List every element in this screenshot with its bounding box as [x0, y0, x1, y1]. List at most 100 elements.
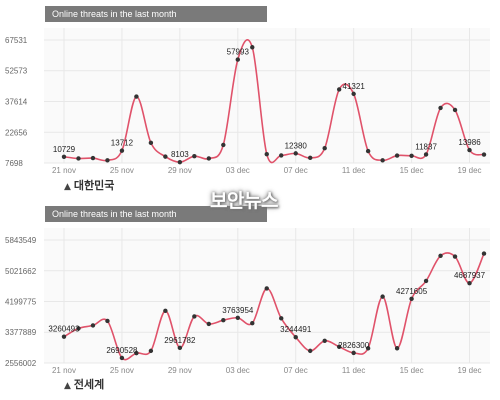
- chart-title-bar: Online threats in the last month: [45, 206, 267, 222]
- data-label: 10729: [53, 145, 76, 154]
- data-point: [481, 251, 487, 256]
- data-point: [308, 155, 313, 161]
- x-tick-label: 29 nov: [168, 166, 192, 175]
- data-point: [177, 345, 183, 351]
- x-tick-label: 21 nov: [52, 366, 76, 375]
- region-label-world: ▲ 전세계: [64, 376, 104, 392]
- data-point: [119, 355, 125, 361]
- chart-title-bar: Online threats in the last month: [45, 6, 267, 22]
- data-label: 12380: [285, 141, 308, 150]
- data-point: [351, 91, 356, 97]
- data-point: [134, 94, 139, 99]
- data-point: [409, 296, 414, 302]
- data-label: 2690528: [106, 346, 138, 355]
- data-point: [76, 156, 81, 161]
- x-tick-label: 19 dec: [458, 166, 482, 175]
- data-point: [250, 45, 255, 50]
- data-point: [365, 148, 371, 154]
- x-tick-label: 11 dec: [342, 366, 365, 375]
- data-point: [61, 154, 67, 159]
- data-label: 13986: [458, 138, 481, 147]
- data-point: [105, 158, 110, 163]
- plot-area: [44, 28, 490, 163]
- data-point: [308, 348, 313, 354]
- data-label: 3763954: [222, 306, 254, 315]
- data-point: [423, 278, 429, 284]
- threat-chart-panel-korea: 7698 22656 37614 52573 67531 21 nov 25 nov 29 n…: [5, 6, 490, 193]
- data-label: 3244491: [280, 325, 312, 334]
- y-tick-label: 67531: [5, 36, 28, 45]
- region-label-korea: ▲ 대한민국: [64, 177, 114, 193]
- data-point: [467, 147, 472, 153]
- y-tick-label: 5843549: [5, 236, 37, 245]
- data-point: [409, 153, 414, 159]
- y-tick-label: 37614: [5, 98, 28, 107]
- y-tick-label: 22656: [5, 128, 28, 137]
- data-label: 2826300: [338, 341, 370, 350]
- x-tick-label: 07 dec: [284, 366, 308, 375]
- data-point: [467, 281, 472, 286]
- y-tick-label: 4199775: [5, 298, 37, 307]
- data-point: [351, 350, 356, 356]
- threat-chart-panel-world: 2556002 3377889 4199775 5021662 5843549 21 no…: [0, 200, 500, 400]
- data-label: 11837: [415, 142, 437, 151]
- data-point: [192, 314, 197, 319]
- data-point: [206, 156, 212, 161]
- triangle-up-icon: ▲: [64, 381, 71, 391]
- data-point: [61, 334, 67, 339]
- x-tick-label: 03 dec: [226, 166, 250, 175]
- x-tick-label: 25 nov: [110, 366, 134, 375]
- y-tick-label: 2556002: [5, 359, 37, 368]
- data-point: [105, 318, 110, 324]
- data-point: [481, 152, 487, 157]
- data-point: [380, 158, 385, 163]
- x-tick-label: 21 nov: [52, 166, 76, 175]
- data-point: [90, 323, 96, 328]
- region-label-text: 대한민국: [73, 179, 115, 192]
- data-point: [76, 326, 81, 331]
- y-tick-label: 52573: [5, 67, 28, 76]
- x-tick-label: 07 dec: [284, 166, 308, 175]
- data-point: [134, 350, 139, 356]
- x-tick-label: 11 dec: [342, 166, 365, 175]
- data-label: 13712: [111, 139, 134, 148]
- line-chart-korea: 7698 22656 37614 52573 67531 21 nov 25 nov 29 n…: [5, 28, 490, 175]
- data-point: [163, 154, 168, 159]
- region-label-text: 전세계: [73, 378, 105, 391]
- x-tick-label: 29 nov: [168, 366, 192, 375]
- data-label: 8103: [171, 150, 189, 159]
- data-point: [279, 153, 284, 158]
- data-point: [264, 286, 269, 291]
- x-tick-label: 03 dec: [226, 366, 250, 375]
- data-point: [119, 148, 125, 153]
- data-point: [192, 154, 197, 159]
- data-point: [322, 145, 327, 151]
- y-tick-label: 5021662: [5, 267, 37, 276]
- data-point: [148, 140, 154, 146]
- line-chart-world: 2556002 3377889 4199775 5021662 5843549 21 no…: [5, 228, 490, 375]
- data-point: [394, 346, 400, 351]
- data-point: [365, 346, 371, 351]
- plot-area: [44, 228, 490, 363]
- data-label: 3260493: [48, 325, 80, 334]
- data-point: [322, 338, 327, 343]
- data-point: [452, 254, 458, 259]
- data-label: 4687937: [454, 271, 486, 280]
- data-point: [336, 344, 342, 349]
- watermark-logo: 보안뉴스: [210, 190, 278, 212]
- data-point: [235, 315, 240, 321]
- data-point: [438, 253, 443, 259]
- data-point: [206, 321, 212, 327]
- data-label: 2961782: [164, 336, 196, 345]
- data-point: [264, 151, 269, 157]
- data-point: [423, 152, 429, 157]
- data-point: [279, 316, 284, 321]
- data-point: [438, 105, 443, 111]
- data-label: 57993: [227, 48, 250, 57]
- data-point: [221, 317, 226, 323]
- data-label: 4271605: [396, 287, 428, 296]
- data-point: [235, 57, 240, 62]
- x-tick-label: 15 dec: [400, 166, 424, 175]
- data-point: [394, 153, 400, 158]
- data-point: [293, 151, 298, 156]
